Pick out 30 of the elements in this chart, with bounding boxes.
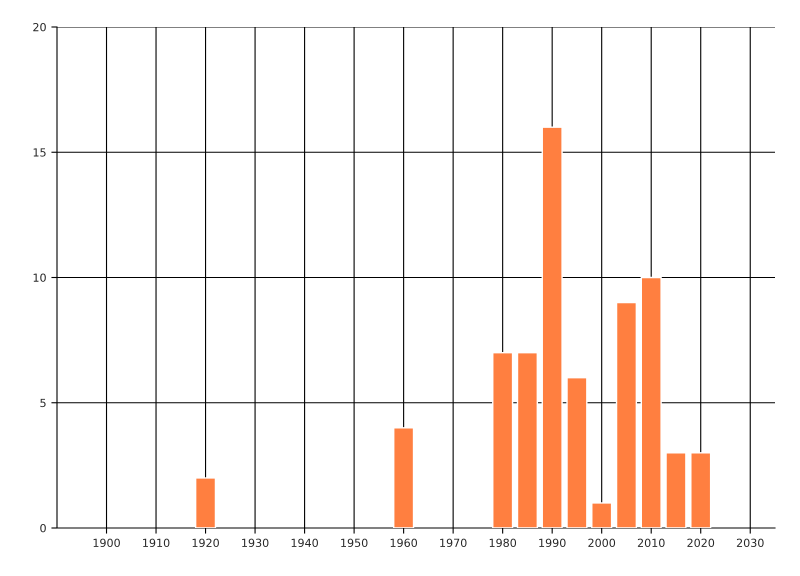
bar bbox=[566, 377, 588, 528]
y-tick-label: 0 bbox=[40, 524, 46, 532]
x-tick-label: 1980 bbox=[490, 538, 516, 548]
x-tick-label: 1930 bbox=[242, 538, 268, 548]
bar bbox=[393, 427, 414, 528]
bar bbox=[640, 276, 662, 528]
bar bbox=[665, 452, 687, 528]
bar bbox=[542, 126, 563, 528]
bar bbox=[516, 352, 538, 528]
y-tick-label: 5 bbox=[40, 398, 46, 408]
x-tick-label: 2000 bbox=[588, 538, 616, 548]
y-tick-label: 20 bbox=[33, 22, 46, 32]
bar bbox=[591, 502, 612, 528]
bar bbox=[616, 302, 638, 528]
x-tick-label: 1940 bbox=[292, 538, 318, 548]
x-tick-label: 2020 bbox=[687, 538, 714, 548]
x-tick-label: 1970 bbox=[440, 538, 467, 548]
y-tick-label: 10 bbox=[34, 273, 46, 282]
x-tick-label: 2010 bbox=[638, 538, 665, 548]
y-tick-label: 15 bbox=[34, 148, 46, 157]
x-tick-label: 1990 bbox=[539, 538, 566, 548]
x-tick-label: 2030 bbox=[736, 538, 764, 548]
x-tick-label: 1910 bbox=[143, 538, 170, 548]
bar bbox=[492, 352, 514, 528]
x-tick-label: 1920 bbox=[192, 538, 219, 548]
x-tick-label: 1900 bbox=[94, 538, 120, 548]
x-tick-label: 1950 bbox=[341, 538, 368, 548]
bar bbox=[194, 477, 216, 528]
x-tick-label: 1960 bbox=[390, 538, 418, 548]
bar bbox=[690, 452, 712, 528]
